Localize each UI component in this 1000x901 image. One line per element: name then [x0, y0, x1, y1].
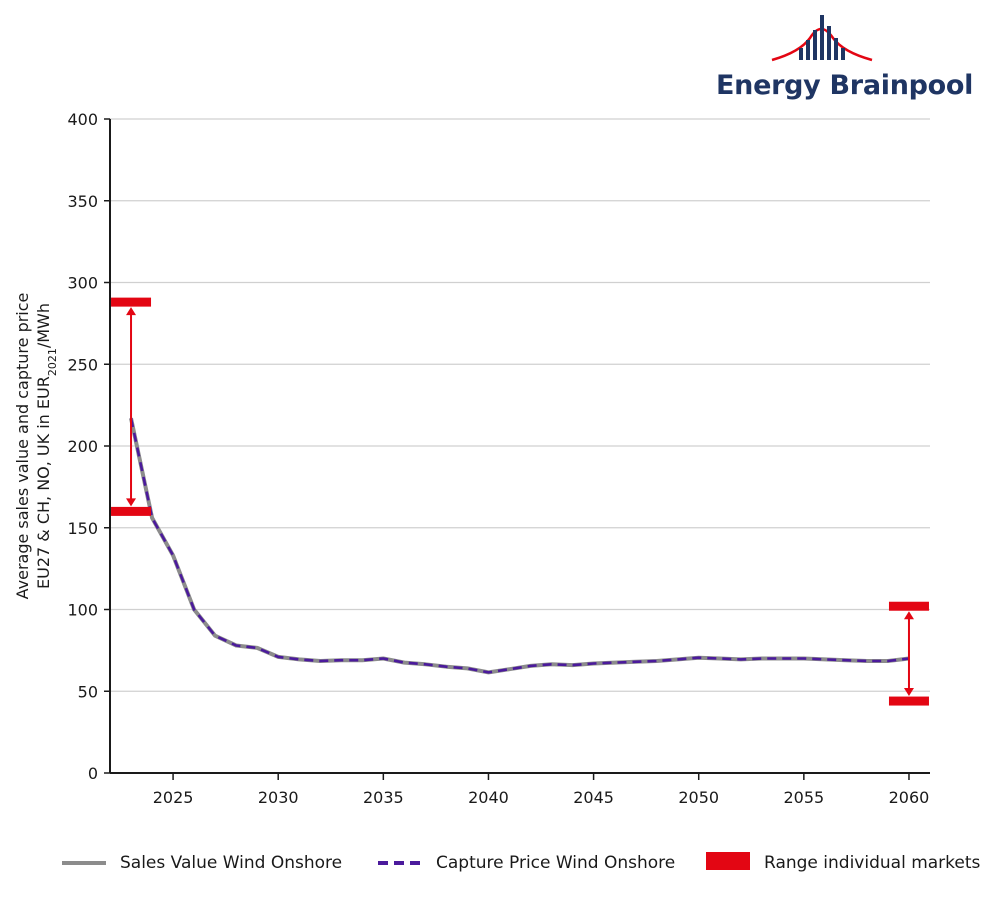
- range-cap-high: [111, 297, 152, 307]
- y-tick-label-250: 250: [67, 355, 98, 374]
- grid-layer: [110, 118, 930, 692]
- y-axis-label-line2: EU27 & CH, NO, UK in EUR2021/MWh: [34, 303, 59, 589]
- y-tick-label-300: 300: [67, 274, 98, 293]
- range-marker-2060: [888, 601, 929, 706]
- x-tick-label-2060: 2060: [889, 788, 930, 807]
- legend-item-range: Range individual markets: [706, 845, 980, 881]
- range-cap-high: [888, 601, 929, 611]
- logo-text: Energy Brainpool: [716, 70, 974, 101]
- legend-item-sales-value: Sales Value Wind Onshore: [62, 845, 342, 881]
- legend-swatch-dashed-purple: [378, 853, 422, 873]
- range-marker-2023: [111, 297, 152, 516]
- range-arrow-down-icon: [126, 498, 137, 507]
- x-tick-label-2030: 2030: [258, 788, 299, 807]
- x-tick-label-2040: 2040: [468, 788, 509, 807]
- series-layer: [129, 417, 910, 675]
- y-tick-label-150: 150: [67, 519, 98, 538]
- y-tick-label-50: 50: [78, 682, 98, 701]
- range-cap-low: [888, 696, 929, 706]
- axis-layer: 0 50 100 150 200 250 300 350 400 2025 2030 2035 2040…: [67, 110, 930, 807]
- range-layer: [111, 297, 929, 706]
- y-tick-label-400: 400: [67, 110, 98, 129]
- y-tick-label-100: 100: [67, 601, 98, 620]
- range-arrow-up-icon: [126, 307, 137, 316]
- series-line-capture-price: [129, 417, 910, 674]
- x-tick-label-2045: 2045: [573, 788, 614, 807]
- x-tick-label-2055: 2055: [783, 788, 824, 807]
- legend-label-sales-value: Sales Value Wind Onshore: [120, 853, 343, 873]
- y-tick-label-350: 350: [67, 192, 98, 211]
- legend-label-capture-price: Capture Price Wind Onshore: [436, 853, 676, 873]
- y-tick-label-200: 200: [67, 437, 98, 456]
- brand-logo: Energy Brainpool: [700, 10, 973, 101]
- y-tick-label-0: 0: [88, 764, 98, 783]
- legend-item-capture-price: Capture Price Wind Onshore: [378, 845, 675, 881]
- x-tick-label-2050: 2050: [678, 788, 719, 807]
- legend-swatch-red-box: [706, 851, 750, 875]
- x-tick-label-2035: 2035: [363, 788, 404, 807]
- series-line-sales-value: [129, 417, 910, 675]
- y-axis-label-line2-unit: /MWh: [34, 303, 53, 348]
- range-cap-low: [111, 506, 152, 516]
- chart-legend: Sales Value Wind Onshore Capture Price W…: [0, 845, 1000, 881]
- legend-swatch-solid-gray: [62, 853, 106, 873]
- x-tick-label-2025: 2025: [153, 788, 194, 807]
- y-axis-label-line1: Average sales value and capture price: [13, 293, 32, 600]
- legend-label-range: Range individual markets: [764, 853, 981, 873]
- range-arrow-up-icon: [903, 611, 914, 620]
- logo-mark-icon: [771, 15, 873, 62]
- range-arrow-down-icon: [903, 688, 914, 697]
- y-axis-label-line2-main: EU27 & CH, NO, UK in EUR: [34, 376, 53, 589]
- y-axis-label-line2-sub: 2021: [46, 348, 59, 376]
